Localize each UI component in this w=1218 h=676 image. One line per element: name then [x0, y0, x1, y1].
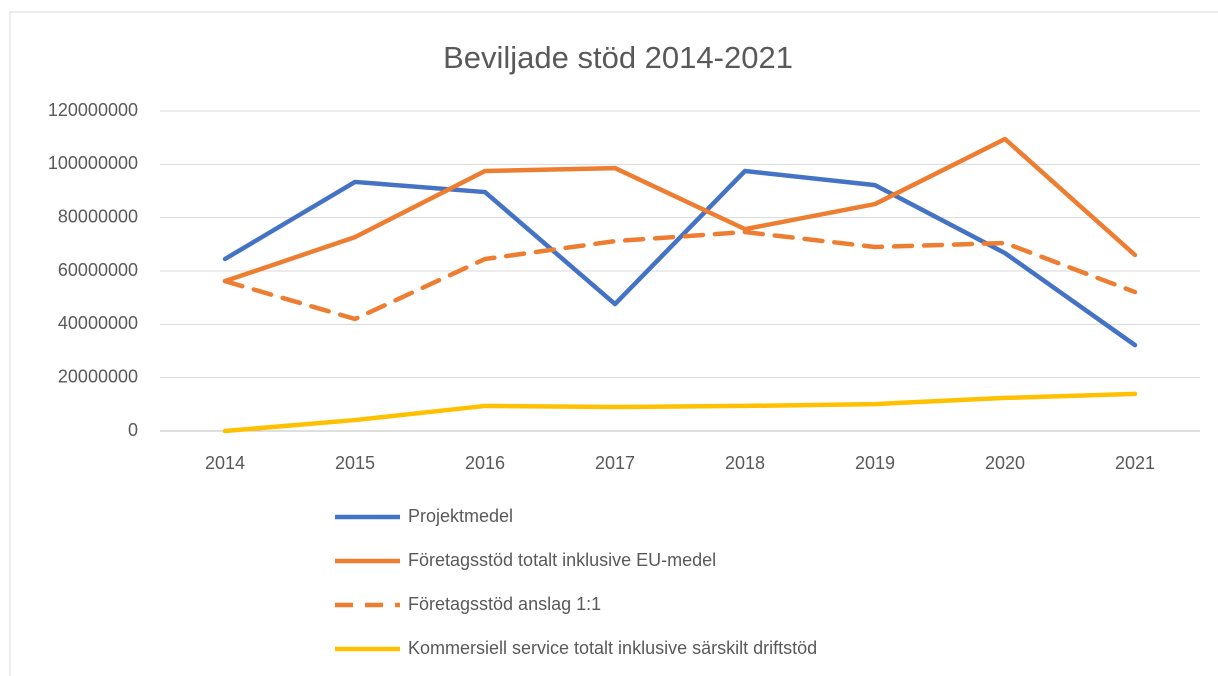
- x-tick-label: 2016: [465, 453, 505, 473]
- y-tick-label: 80000000: [58, 206, 138, 226]
- y-tick-label: 20000000: [58, 366, 138, 386]
- legend-label: Projektmedel: [408, 506, 513, 526]
- chart-title: Beviljade stöd 2014-2021: [443, 40, 793, 75]
- x-tick-label: 2021: [1115, 453, 1155, 473]
- x-tick-label: 2018: [725, 453, 765, 473]
- y-tick-label: 40000000: [58, 313, 138, 333]
- x-tick-label: 2020: [985, 453, 1025, 473]
- series-line: [222, 229, 1138, 322]
- chart-border: [9, 11, 1218, 676]
- series-line: [222, 391, 1138, 434]
- x-tick-label: 2017: [595, 453, 635, 473]
- series-line: [222, 136, 1138, 284]
- x-tick-label: 2015: [335, 453, 375, 473]
- x-tick-label: 2014: [205, 453, 245, 473]
- legend-label: Företagsstöd totalt inklusive EU-medel: [408, 550, 716, 570]
- y-tick-label: 100000000: [48, 153, 138, 173]
- x-tick-label: 2019: [855, 453, 895, 473]
- legend-label: Kommersiell service totalt inklusive sär…: [408, 638, 817, 658]
- y-tick-label: 0: [128, 420, 138, 440]
- y-tick-label: 60000000: [58, 260, 138, 280]
- y-tick-label: 120000000: [48, 100, 138, 120]
- legend-label: Företagsstöd anslag 1:1: [408, 594, 601, 614]
